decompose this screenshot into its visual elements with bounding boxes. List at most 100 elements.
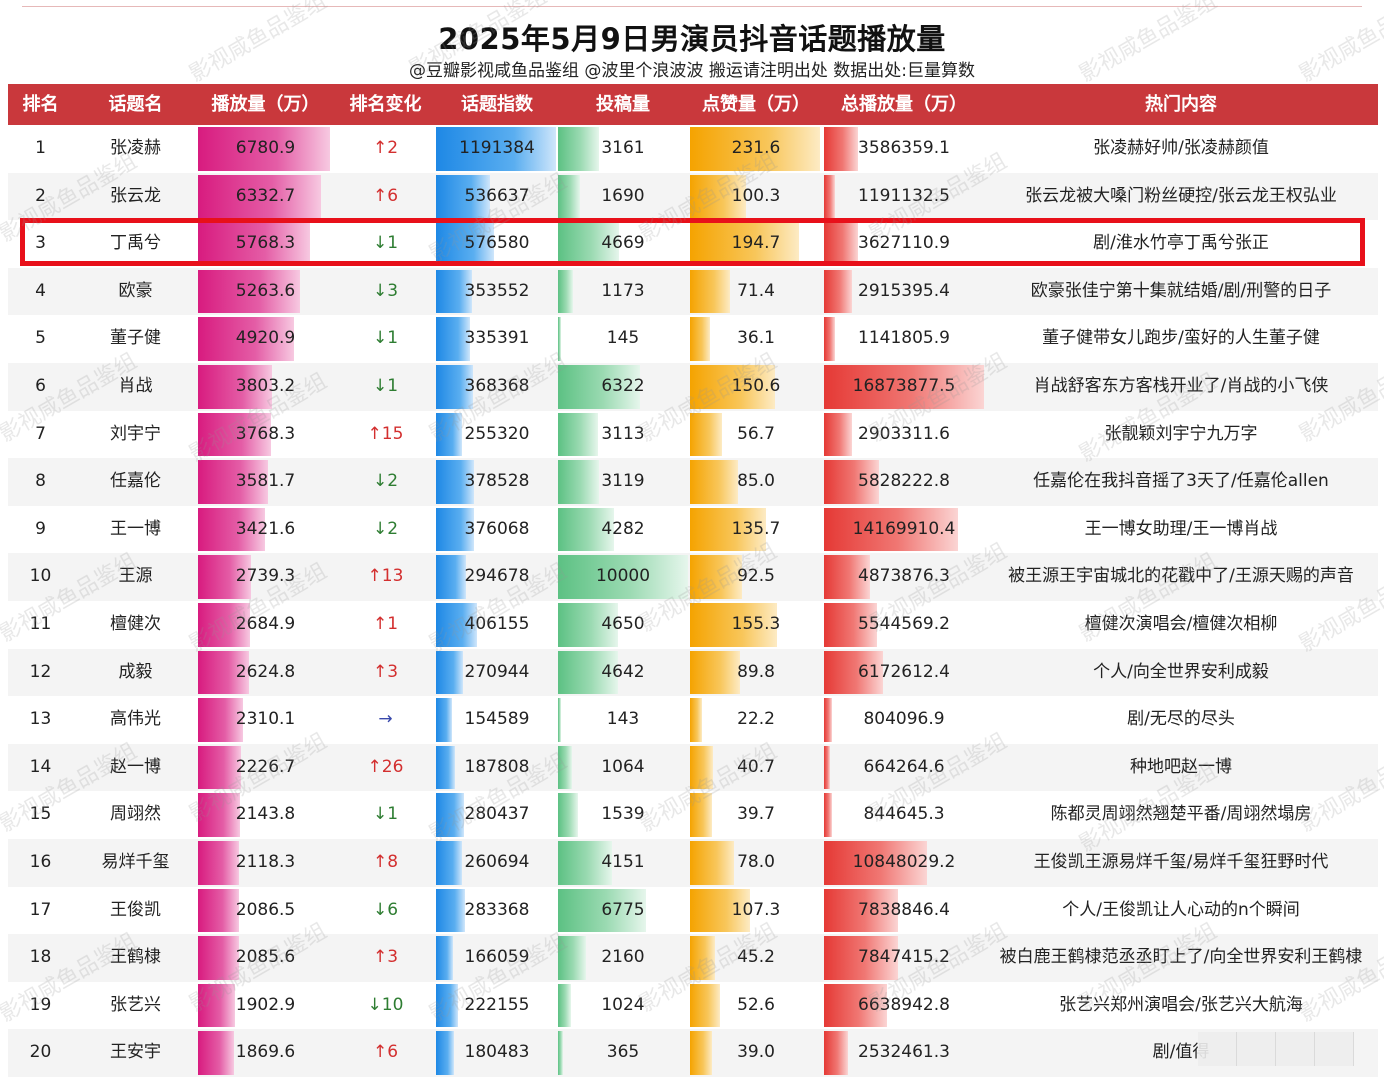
likes-bar bbox=[690, 364, 775, 409]
total-cell: 3586359.1 bbox=[858, 138, 950, 158]
index-cell: 260694 bbox=[464, 851, 530, 872]
change-cell: ↑6 bbox=[372, 1042, 399, 1063]
index-bar bbox=[436, 222, 495, 266]
table-row: 1 张凌赫 6780.9 ↑2 1191384 3161 231.6 3586359.1 张凌赫… bbox=[8, 125, 1378, 173]
ranking-table: 排名 话题名 播放量（万） 排名变化 话题指数 投稿量 点赞量（万） 总播放量（万） 热门内容 … bbox=[8, 84, 1378, 1077]
name-cell: 成毅 bbox=[118, 661, 153, 682]
index-cell: 536637 bbox=[464, 185, 530, 206]
posts-bar bbox=[558, 507, 614, 552]
play-cell: 5263.6 bbox=[235, 280, 296, 301]
total-bar bbox=[824, 650, 883, 695]
column-header: 总播放量（万） bbox=[841, 94, 967, 115]
name-cell: 王源 bbox=[118, 566, 153, 587]
index-bar bbox=[436, 174, 491, 219]
total-cell: 2532461.3 bbox=[858, 1042, 950, 1063]
column-header: 点赞量（万） bbox=[702, 94, 810, 115]
table-row: 18 王鹤棣 2085.6 ↑3 166059 2160 45.2 7847415.2 被白鹿王… bbox=[8, 934, 1378, 982]
likes-cell: 52.6 bbox=[737, 994, 775, 1015]
change-cell: ↓10 bbox=[367, 994, 404, 1015]
posts-bar bbox=[558, 1031, 563, 1075]
hot-cell: 王一博女助理/王一博肖战 bbox=[1084, 518, 1278, 539]
posts-bar bbox=[558, 936, 587, 980]
play-bar bbox=[198, 127, 330, 171]
play-cell: 2086.5 bbox=[235, 899, 296, 920]
rank-cell: 15 bbox=[29, 804, 52, 825]
total-cell: 7847415.2 bbox=[858, 947, 950, 968]
share-icon[interactable] bbox=[1198, 1032, 1237, 1066]
change-cell: ↓1 bbox=[372, 375, 399, 396]
total-cell: 804096.9 bbox=[863, 709, 945, 730]
index-cell: 576580 bbox=[464, 233, 530, 254]
posts-bar bbox=[558, 650, 619, 695]
change-cell: ↓6 bbox=[372, 899, 399, 920]
total-cell: 6172612.4 bbox=[858, 661, 950, 682]
posts-cell: 1173 bbox=[601, 280, 645, 301]
play-bar bbox=[198, 412, 272, 457]
likes-cell: 71.4 bbox=[737, 280, 775, 301]
posts-cell: 145 bbox=[606, 328, 640, 349]
posts-bar bbox=[558, 127, 600, 171]
posts-bar bbox=[558, 222, 619, 266]
likes-cell: 89.8 bbox=[737, 661, 775, 682]
total-bar bbox=[824, 983, 887, 1028]
play-bar bbox=[198, 888, 239, 933]
hot-cell: 种地吧赵一博 bbox=[1130, 756, 1232, 777]
hot-cell: 张靓颖刘宇宁九万字 bbox=[1104, 423, 1258, 444]
play-bar bbox=[198, 602, 251, 647]
name-cell: 王俊凯 bbox=[110, 899, 161, 920]
likes-bar bbox=[690, 174, 747, 219]
play-bar bbox=[198, 174, 322, 219]
likes-cell: 150.6 bbox=[731, 375, 781, 396]
likes-bar bbox=[690, 983, 720, 1028]
share-icon[interactable] bbox=[1237, 1032, 1276, 1066]
table-row: 20 王安宇 1869.6 ↑6 180483 365 39.0 2532461.3 剧/值得 bbox=[8, 1029, 1378, 1077]
index-bar bbox=[436, 1031, 455, 1075]
play-cell: 2684.9 bbox=[235, 613, 296, 634]
likes-cell: 85.0 bbox=[737, 471, 775, 492]
index-bar bbox=[436, 364, 474, 409]
posts-bar bbox=[558, 840, 612, 885]
hot-cell: 任嘉伦在我抖音摇了3天了/任嘉伦allen bbox=[1033, 471, 1329, 492]
likes-cell: 22.2 bbox=[737, 709, 775, 730]
index-cell: 166059 bbox=[464, 947, 530, 968]
share-icon[interactable] bbox=[1276, 1032, 1315, 1066]
likes-cell: 155.3 bbox=[731, 613, 781, 634]
hot-cell: 被王源王宇宙城北的花戳中了/王源天赐的声音 bbox=[1008, 566, 1354, 587]
rank-cell: 4 bbox=[35, 280, 46, 301]
hot-cell: 肖战舒客东方客栈开业了/肖战的小飞侠 bbox=[1033, 375, 1329, 396]
rank-cell: 3 bbox=[35, 233, 46, 254]
likes-cell: 92.5 bbox=[737, 566, 775, 587]
share-icons bbox=[1198, 1032, 1354, 1066]
likes-cell: 39.0 bbox=[737, 1042, 775, 1063]
index-cell: 154589 bbox=[464, 709, 530, 730]
hot-cell: 个人/王俊凯让人心动的n个瞬间 bbox=[1062, 899, 1300, 920]
name-cell: 周翊然 bbox=[110, 804, 161, 825]
total-cell: 10848029.2 bbox=[852, 851, 956, 872]
index-bar bbox=[436, 936, 453, 980]
play-cell: 2143.8 bbox=[235, 804, 296, 825]
column-header: 话题指数 bbox=[461, 94, 533, 115]
change-cell: ↓3 bbox=[372, 280, 399, 301]
likes-bar bbox=[690, 745, 713, 790]
total-cell: 5828222.8 bbox=[858, 471, 950, 492]
rank-cell: 12 bbox=[29, 661, 52, 682]
likes-bar bbox=[690, 602, 778, 647]
total-bar bbox=[824, 127, 858, 171]
likes-cell: 45.2 bbox=[737, 947, 775, 968]
total-cell: 16873877.5 bbox=[852, 375, 956, 396]
name-cell: 张艺兴 bbox=[110, 994, 161, 1015]
total-cell: 5544569.2 bbox=[858, 613, 950, 634]
hot-cell: 董子健带女儿跑步/蛮好的人生董子健 bbox=[1042, 328, 1320, 349]
table-row: 11 檀健次 2684.9 ↑1 406155 4650 155.3 5544569.2 檀健次… bbox=[8, 601, 1378, 649]
posts-bar bbox=[558, 793, 578, 837]
index-bar bbox=[436, 127, 556, 171]
index-cell: 222155 bbox=[464, 994, 530, 1015]
table-row: 7 刘宇宁 3768.3 ↑15 255320 3113 56.7 2903311.6 张靓颖刘… bbox=[8, 411, 1378, 459]
hot-cell: 陈都灵周翊然翘楚平番/周翊然塌房 bbox=[1050, 804, 1312, 825]
play-bar bbox=[198, 793, 240, 837]
share-icon[interactable] bbox=[1315, 1032, 1354, 1066]
likes-cell: 56.7 bbox=[737, 423, 775, 444]
total-bar bbox=[824, 555, 871, 599]
index-cell: 283368 bbox=[464, 899, 530, 920]
play-cell: 5768.3 bbox=[235, 233, 296, 254]
